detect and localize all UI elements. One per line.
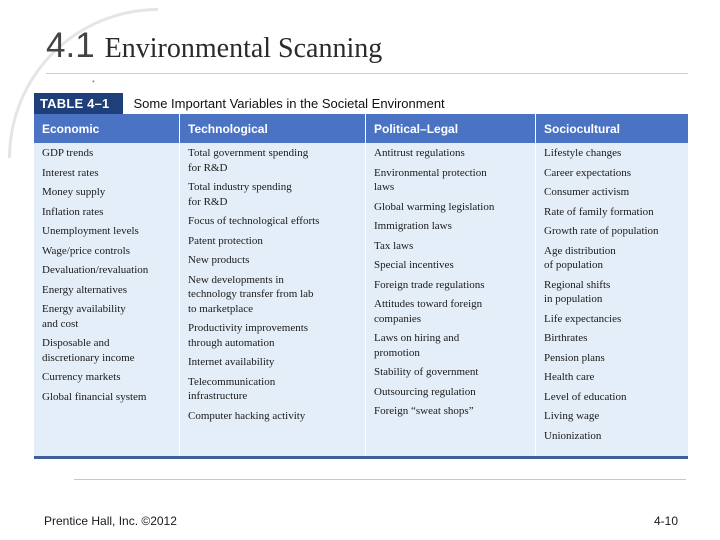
footer-divider xyxy=(74,479,686,480)
column-political-legal: Political–Legal Antitrust regulations En… xyxy=(365,114,535,456)
variables-table: Economic GDP trends Interest rates Money… xyxy=(34,114,688,456)
list-item: Immigration laws xyxy=(374,220,452,232)
list-item: Internet availability xyxy=(188,356,275,368)
table-bottom-border xyxy=(34,456,688,459)
column-header-political-legal: Political–Legal xyxy=(366,114,535,143)
list-item: Energy availability and cost xyxy=(42,303,126,330)
table-label: TABLE 4–1 xyxy=(34,92,124,114)
list-item: New products xyxy=(188,254,250,266)
list-item: Foreign trade regulations xyxy=(374,278,485,291)
list-item: Attitudes toward foreign companies xyxy=(374,298,483,325)
list-item: Environmental protection laws xyxy=(374,166,487,194)
list-item: Growth rate of population xyxy=(544,225,659,237)
column-technological: Technological Total government spending … xyxy=(179,114,365,456)
list-item: Foreign “sweat shops” xyxy=(374,405,474,417)
list-item: Rate of family formation xyxy=(544,205,654,218)
list-item: Tax laws xyxy=(374,239,414,252)
list-item: Computer hacking activity xyxy=(188,409,306,422)
list-item: Global financial system xyxy=(42,390,147,403)
column-body-sociocultural: Lifestyle changes Career expectations Co… xyxy=(536,143,688,443)
footer-page-number: 4-10 xyxy=(653,514,678,528)
list-item: Wage/price controls xyxy=(42,244,130,257)
table-caption-text: Some Important Variables in the Societal… xyxy=(133,95,445,111)
list-item: Focus of technological efforts xyxy=(188,215,320,227)
list-item: Health care xyxy=(544,371,595,383)
slide-number: 4.1 xyxy=(46,26,95,65)
list-item: Special incentives xyxy=(374,259,454,271)
column-body-political-legal: Antitrust regulations Environmental prot… xyxy=(366,143,535,419)
column-economic: Economic GDP trends Interest rates Money… xyxy=(34,114,179,456)
list-item: Life expectancies xyxy=(544,312,622,325)
list-item: Level of education xyxy=(544,390,627,403)
column-sociocultural: Sociocultural Lifestyle changes Career e… xyxy=(535,114,688,456)
column-body-technological: Total government spending for R&D Total … xyxy=(180,143,365,423)
bullet-dot: • xyxy=(92,77,95,86)
list-item: Interest rates xyxy=(42,166,99,179)
column-header-economic: Economic xyxy=(34,114,179,143)
list-item: Laws on hiring and promotion xyxy=(374,332,460,359)
list-item: Disposable and discretionary income xyxy=(42,337,135,364)
list-item: Regional shifts in population xyxy=(544,278,611,306)
list-item: Global warming legislation xyxy=(374,200,495,213)
list-item: Birthrates xyxy=(544,332,588,344)
list-item: Unionization xyxy=(544,429,602,442)
list-item: Antitrust regulations xyxy=(374,147,465,159)
list-item: Total government spending for R&D xyxy=(188,147,309,174)
list-item: Age distribution of population xyxy=(544,244,616,272)
column-header-technological: Technological xyxy=(180,114,365,143)
list-item: Productivity improvements through automa… xyxy=(188,322,309,349)
list-item: Outsourcing regulation xyxy=(374,385,476,398)
list-item: Unemployment levels xyxy=(42,225,139,237)
table-caption: TABLE 4–1 Some Important Variables in th… xyxy=(34,92,445,114)
list-item: Money supply xyxy=(42,186,106,198)
list-item: Total industry spending for R&D xyxy=(188,181,292,208)
list-item: Pension plans xyxy=(544,351,605,364)
list-item: Devaluation/revaluation xyxy=(42,264,149,276)
title-divider xyxy=(46,73,688,74)
slide-title: 4.1 Environmental Scanning xyxy=(46,26,382,66)
list-item: Living wage xyxy=(544,410,600,422)
list-item: Currency markets xyxy=(42,371,121,383)
column-header-sociocultural: Sociocultural xyxy=(536,114,688,143)
list-item: Telecommunication infrastructure xyxy=(188,375,276,403)
list-item: Inflation rates xyxy=(42,205,104,218)
list-item: Lifestyle changes xyxy=(544,147,622,159)
list-item: Consumer activism xyxy=(544,186,630,198)
footer-publisher: Prentice Hall, Inc. ©2012 xyxy=(44,514,177,528)
list-item: New developments in technology transfer … xyxy=(188,273,314,315)
list-item: Career expectations xyxy=(544,166,632,179)
slide-title-text: Environmental Scanning xyxy=(104,33,383,64)
list-item: GDP trends xyxy=(42,147,94,159)
column-body-economic: GDP trends Interest rates Money supply I… xyxy=(34,143,179,404)
list-item: Patent protection xyxy=(188,234,263,247)
list-item: Energy alternatives xyxy=(42,283,128,296)
list-item: Stability of government xyxy=(374,366,479,378)
